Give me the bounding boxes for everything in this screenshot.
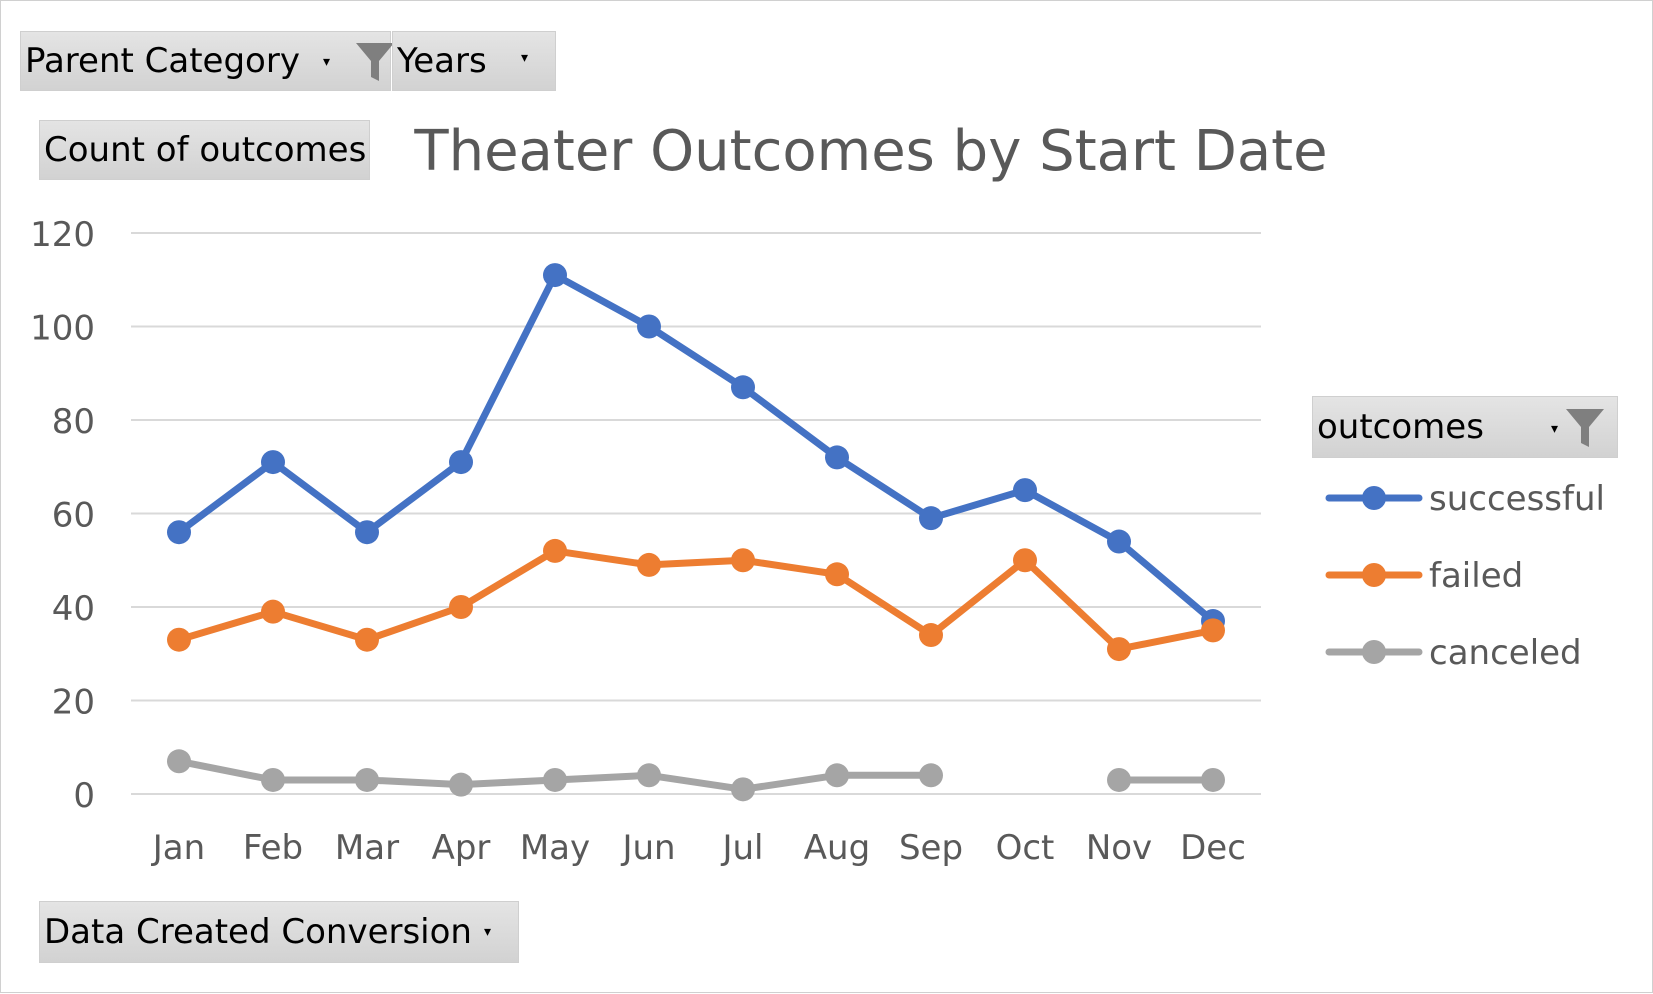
parent-category-label: Parent Category: [25, 41, 300, 81]
legend-label: successful: [1429, 479, 1605, 519]
data-point-failed[interactable]: [919, 623, 943, 648]
y-tick-label: 80: [52, 402, 95, 442]
dropdown-arrow-icon: ▾: [1551, 421, 1559, 437]
legend: successful failed canceled: [1325, 479, 1605, 673]
axis-field-label: Data Created Conversion: [44, 912, 472, 952]
legend-item-canceled[interactable]: canceled: [1325, 633, 1582, 673]
x-tick-label: Feb: [243, 828, 303, 868]
x-tick-label: Sep: [899, 828, 963, 868]
x-tick-label: May: [520, 828, 590, 868]
x-tick-label: Mar: [335, 828, 399, 868]
data-point-successful[interactable]: [731, 375, 755, 400]
data-point-failed[interactable]: [261, 599, 285, 624]
x-tick-label: Jun: [620, 828, 675, 868]
chart-title: Theater Outcomes by Start Date: [414, 119, 1328, 184]
legend-label: canceled: [1429, 633, 1582, 673]
data-point-successful[interactable]: [543, 263, 567, 288]
data-point-successful[interactable]: [261, 450, 285, 475]
data-point-canceled[interactable]: [825, 763, 849, 788]
data-point-successful[interactable]: [825, 445, 849, 470]
data-point-canceled[interactable]: [449, 772, 473, 797]
years-label: Years: [397, 41, 487, 81]
legend-field-button[interactable]: outcomes ▾: [1312, 396, 1618, 458]
dropdown-arrow-icon: ▾: [323, 54, 331, 70]
funnel-icon: [356, 43, 394, 81]
x-tick-label: Nov: [1086, 828, 1152, 868]
x-axis-labels: Jan Feb Mar Apr May Jun Jul Aug Sep Oct Nov Dec: [151, 828, 1246, 868]
value-field-button[interactable]: Count of outcomes: [39, 120, 370, 180]
data-point-canceled[interactable]: [167, 749, 191, 774]
data-point-failed[interactable]: [825, 562, 849, 587]
data-point-canceled[interactable]: [919, 763, 943, 788]
data-point-failed[interactable]: [449, 595, 473, 619]
data-point-successful[interactable]: [1013, 478, 1037, 503]
data-point-canceled[interactable]: [1201, 767, 1225, 792]
data-point-canceled[interactable]: [355, 767, 379, 792]
gridlines: [131, 232, 1261, 795]
x-tick-label: Apr: [432, 828, 491, 868]
data-point-failed[interactable]: [355, 627, 379, 652]
data-point-canceled[interactable]: [1107, 767, 1131, 792]
years-filter-button[interactable]: Years ▾: [392, 31, 556, 91]
series-successful: [167, 263, 1225, 634]
legend-swatch-marker: [1362, 486, 1386, 510]
data-point-successful[interactable]: [637, 314, 661, 339]
data-point-failed[interactable]: [1201, 618, 1225, 643]
x-tick-label: Dec: [1180, 828, 1246, 868]
data-point-canceled[interactable]: [261, 767, 285, 792]
legend-swatch-marker: [1362, 640, 1386, 664]
series-group: [167, 263, 1225, 802]
series-canceled: [167, 749, 1225, 802]
dropdown-arrow-icon: ▾: [521, 50, 529, 66]
legend-item-successful[interactable]: successful: [1325, 479, 1605, 519]
data-point-successful[interactable]: [449, 450, 473, 475]
series-failed: [167, 538, 1225, 662]
y-tick-label: 60: [52, 496, 95, 536]
data-point-failed[interactable]: [543, 538, 567, 563]
data-point-failed[interactable]: [167, 627, 191, 652]
y-tick-label: 120: [30, 215, 95, 255]
funnel-icon: [1566, 409, 1604, 447]
data-point-failed[interactable]: [731, 548, 755, 573]
data-point-failed[interactable]: [1013, 548, 1037, 573]
data-point-canceled[interactable]: [543, 767, 567, 792]
x-tick-label: Oct: [996, 828, 1055, 868]
parent-category-filter-button[interactable]: Parent Category ▾: [20, 31, 394, 91]
legend-swatch-marker: [1362, 563, 1386, 587]
dropdown-arrow-icon: ▾: [484, 924, 492, 940]
y-tick-label: 100: [30, 309, 95, 349]
value-field-label: Count of outcomes: [44, 130, 367, 170]
y-tick-label: 0: [73, 776, 95, 816]
data-point-failed[interactable]: [1107, 637, 1131, 662]
legend-label: failed: [1429, 556, 1523, 596]
x-tick-label: Aug: [804, 828, 870, 868]
y-axis-labels: 0 20 40 60 80 100 120: [30, 215, 95, 816]
data-point-successful[interactable]: [919, 506, 943, 531]
x-tick-label: Jul: [720, 828, 763, 868]
data-point-successful[interactable]: [355, 520, 379, 545]
legend-field-label: outcomes: [1317, 407, 1484, 447]
axis-field-button[interactable]: Data Created Conversion ▾: [39, 901, 519, 963]
x-tick-label: Jan: [151, 828, 205, 868]
legend-item-failed[interactable]: failed: [1325, 556, 1523, 596]
data-point-successful[interactable]: [1107, 529, 1131, 554]
data-point-canceled[interactable]: [731, 777, 755, 802]
series-line-successful: [175, 271, 1217, 625]
y-tick-label: 20: [52, 683, 95, 723]
data-point-successful[interactable]: [167, 520, 191, 545]
y-tick-label: 40: [52, 589, 95, 629]
data-point-canceled[interactable]: [637, 763, 661, 788]
series-line-failed: [175, 547, 1217, 653]
data-point-failed[interactable]: [637, 552, 661, 577]
